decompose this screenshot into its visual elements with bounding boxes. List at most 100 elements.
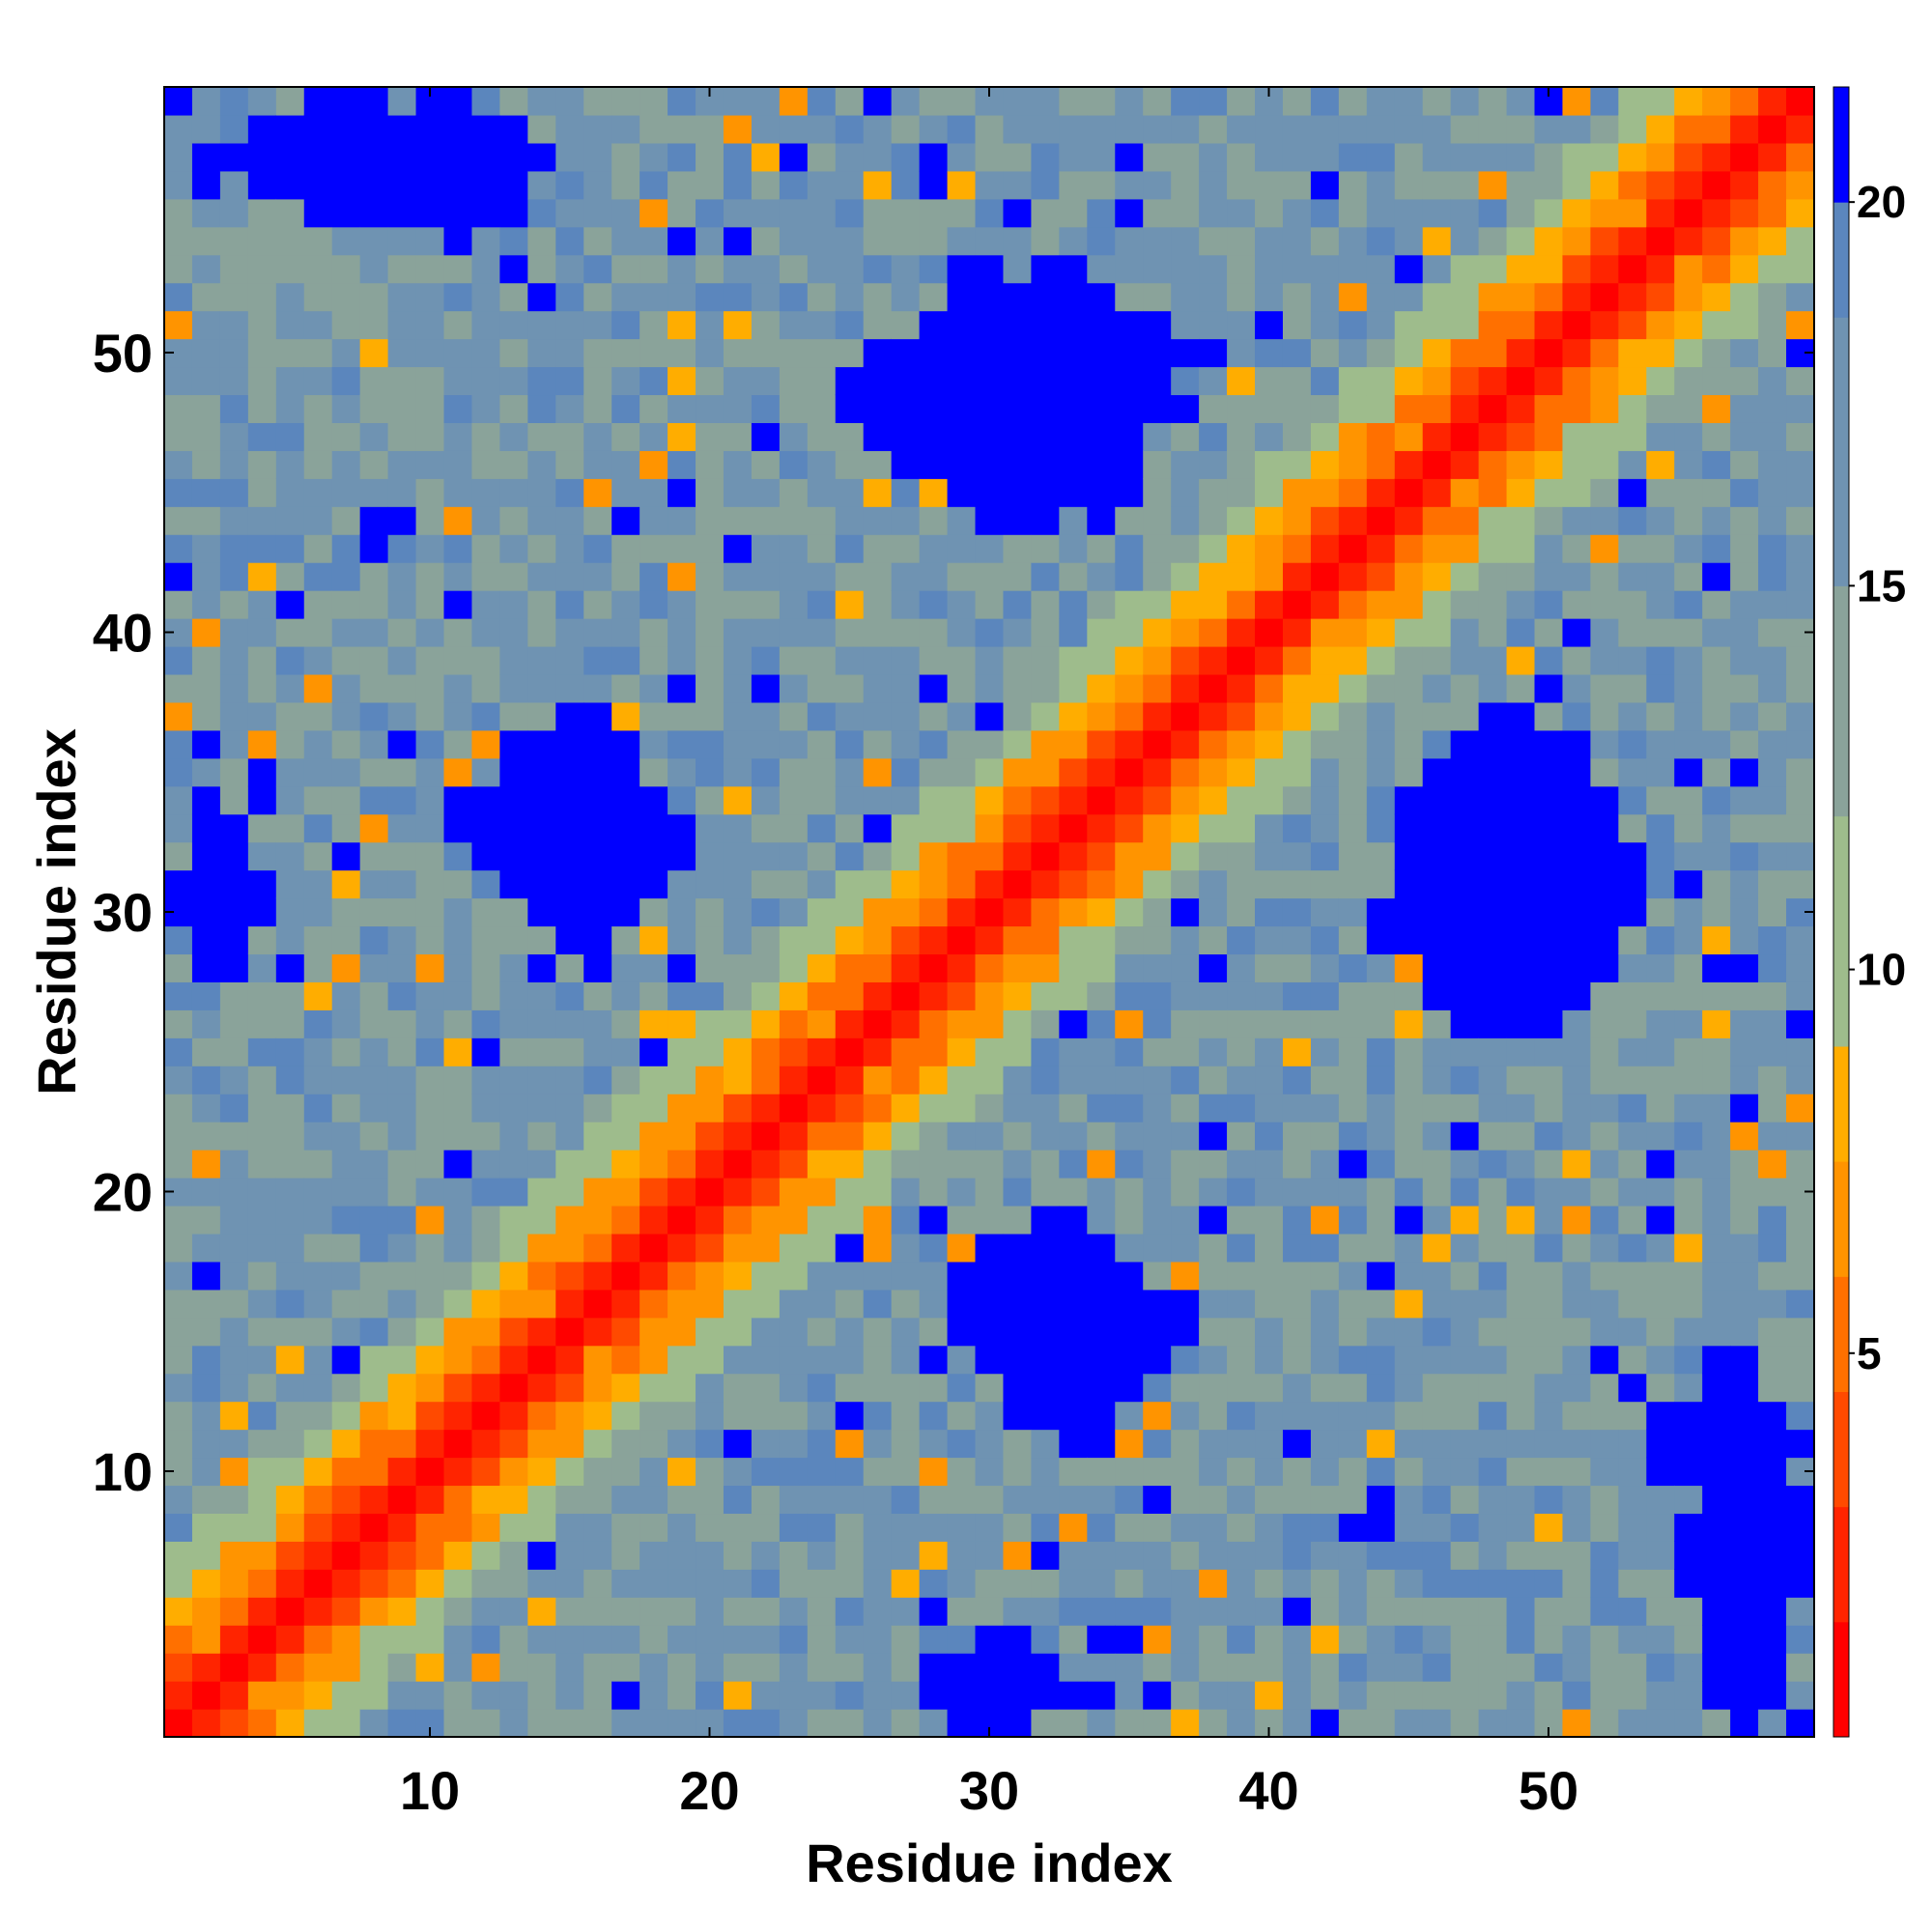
heatmap-cell [555, 953, 584, 982]
heatmap-cell [1171, 673, 1200, 703]
heatmap-cell [1310, 1569, 1340, 1598]
heatmap-cell [1087, 1178, 1116, 1207]
heatmap-cell [1618, 1345, 1647, 1375]
heatmap-cell [1199, 590, 1228, 619]
heatmap-cell [1366, 618, 1396, 647]
heatmap-cell [164, 785, 193, 815]
heatmap-cell [1646, 1178, 1675, 1207]
heatmap-cell [1227, 1597, 1256, 1626]
heatmap-cell [527, 114, 556, 144]
heatmap-cell [583, 1065, 612, 1094]
heatmap-cell [779, 1681, 809, 1710]
heatmap-cell [1534, 1261, 1564, 1291]
heatmap-cell [696, 450, 724, 479]
heatmap-cell [1618, 394, 1647, 423]
heatmap-cell [1255, 1150, 1284, 1179]
heatmap-cell [751, 142, 781, 172]
heatmap-cell [1702, 506, 1731, 535]
heatmap-cell [1506, 1681, 1536, 1710]
heatmap-cell [527, 1373, 556, 1403]
heatmap-cell [1255, 226, 1284, 256]
heatmap-cell [947, 422, 977, 451]
heatmap-cell [443, 953, 473, 982]
heatmap-cell [975, 338, 1005, 368]
heatmap-cell [1227, 1205, 1256, 1235]
heatmap-cell [1534, 1625, 1564, 1654]
heatmap-cell [1255, 1457, 1284, 1487]
heatmap-cell [191, 1037, 221, 1066]
heatmap-cell [499, 925, 528, 955]
heatmap-cell [527, 1233, 556, 1263]
heatmap-cell [1282, 590, 1312, 619]
heatmap-cell [1338, 394, 1368, 423]
heatmap-cell [947, 506, 977, 535]
heatmap-cell [1255, 506, 1284, 535]
heatmap-cell [891, 478, 921, 507]
heatmap-cell [527, 170, 556, 200]
heatmap-cell [751, 618, 781, 647]
heatmap-cell [1590, 87, 1619, 116]
heatmap-cell [443, 1150, 473, 1179]
heatmap-cell [891, 1205, 921, 1235]
heatmap-cell [779, 338, 809, 368]
heatmap-cell [1394, 506, 1424, 535]
heatmap-cell [499, 394, 528, 423]
heatmap-cell [1171, 534, 1200, 563]
heatmap-cell [919, 1037, 949, 1066]
heatmap-cell [164, 869, 193, 899]
heatmap-cell [359, 841, 389, 871]
heatmap-cell [1618, 1513, 1647, 1542]
heatmap-cell [331, 1513, 361, 1542]
heatmap-cell [1115, 1681, 1144, 1710]
heatmap-cell [947, 1597, 977, 1626]
heatmap-cell [1478, 282, 1508, 312]
heatmap-cell [1450, 282, 1480, 312]
heatmap-cell [331, 701, 361, 731]
heatmap-cell [779, 478, 809, 507]
heatmap-cell [275, 87, 305, 116]
heatmap-cell [527, 534, 556, 563]
heatmap-cell [751, 534, 781, 563]
heatmap-cell [1702, 1681, 1731, 1710]
heatmap-cell [1366, 1122, 1396, 1151]
heatmap-cell [1282, 618, 1312, 647]
heatmap-cell [947, 1709, 977, 1738]
heatmap-cell [1255, 618, 1284, 647]
heatmap-cell [1227, 1094, 1256, 1122]
heatmap-cell [723, 1150, 753, 1179]
heatmap-cell [1618, 1625, 1647, 1654]
heatmap-cell [1003, 1485, 1033, 1515]
heatmap-cell [443, 1122, 473, 1151]
heatmap-cell [668, 673, 696, 703]
heatmap-cell [779, 981, 809, 1010]
heatmap-cell [975, 170, 1005, 200]
heatmap-cell [415, 506, 445, 535]
heatmap-cell [555, 1401, 584, 1431]
heatmap-cell [1255, 562, 1284, 591]
heatmap-cell [1758, 1345, 1787, 1375]
heatmap-cell [1227, 170, 1256, 200]
heatmap-cell [1646, 1150, 1675, 1179]
heatmap-cell [1646, 562, 1675, 591]
heatmap-cell [835, 366, 865, 396]
heatmap-cell [471, 366, 500, 396]
heatmap-cell [1282, 1178, 1312, 1207]
heatmap-cell [1115, 1485, 1144, 1515]
heatmap-cell [1282, 1345, 1312, 1375]
heatmap-cell [219, 1178, 249, 1207]
heatmap-cell [1255, 534, 1284, 563]
heatmap-cell [1087, 1681, 1116, 1710]
heatmap-cell [1646, 1373, 1675, 1403]
heatmap-cell [639, 1122, 668, 1151]
heatmap-cell [1003, 1178, 1033, 1207]
heatmap-cell [751, 925, 781, 955]
heatmap-cell [303, 170, 333, 200]
heatmap-cell [639, 534, 668, 563]
heatmap-cell [723, 506, 753, 535]
heatmap-cell [1450, 534, 1480, 563]
heatmap-cell [1366, 114, 1396, 144]
heatmap-cell [555, 1513, 584, 1542]
heatmap-cell [919, 1457, 949, 1487]
heatmap-cell [387, 198, 417, 228]
heatmap-cell [443, 1709, 473, 1738]
